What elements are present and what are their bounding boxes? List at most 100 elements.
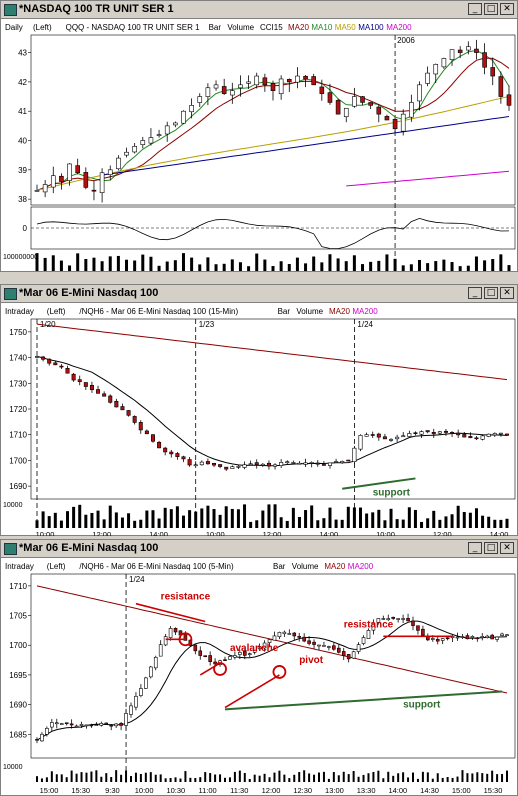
- candle-body: [208, 655, 212, 662]
- volume-bar: [279, 261, 283, 271]
- candle-body: [485, 635, 490, 638]
- volume-bar: [362, 774, 365, 782]
- volume-bar: [377, 770, 380, 782]
- candle-body: [297, 462, 302, 465]
- close-button[interactable]: ✕: [500, 287, 514, 299]
- volume-bar: [268, 777, 271, 782]
- y-tick-label: 1690: [9, 701, 27, 710]
- candle-body: [246, 81, 251, 84]
- close-button[interactable]: ✕: [500, 3, 514, 15]
- header-label: MA50: [335, 23, 356, 32]
- window-titlebar[interactable]: *NASDAQ 100 TR UNIT SER 1 _ □ ✕: [1, 1, 517, 19]
- candle-body: [425, 430, 430, 433]
- volume-bar: [59, 260, 63, 271]
- volume-bar: [487, 516, 491, 528]
- window-titlebar[interactable]: *Mar 06 E-Mini Nasdaq 100 _ □ ✕: [1, 540, 517, 558]
- volume-bar: [283, 774, 286, 782]
- candle-body: [437, 431, 442, 434]
- volume-bar: [322, 518, 326, 528]
- volume-bar: [78, 504, 82, 528]
- volume-bar: [417, 259, 421, 271]
- volume-bar: [35, 520, 39, 528]
- header-label: Volume: [227, 23, 254, 32]
- candle-body: [218, 464, 223, 467]
- candle-body: [352, 96, 357, 107]
- candle-body: [205, 461, 210, 465]
- price-pane-frame: [30, 318, 516, 500]
- candle-body: [495, 636, 499, 640]
- candle-body: [346, 459, 351, 462]
- volume-bar: [90, 771, 93, 782]
- volume-bar: [41, 511, 45, 528]
- volume-bar: [120, 774, 123, 782]
- volume-bar: [184, 771, 187, 782]
- volume-bar: [407, 777, 410, 782]
- candle-body: [435, 638, 440, 642]
- header-label: Intraday: [5, 562, 34, 571]
- header-label: MA200: [348, 562, 374, 571]
- volume-bar: [466, 773, 469, 782]
- volume-bar: [189, 777, 192, 782]
- candle-body: [89, 384, 94, 391]
- candle-body: [242, 464, 247, 468]
- candle-body: [466, 46, 471, 51]
- y-tick-label: 1695: [9, 671, 27, 680]
- candle-body: [400, 113, 406, 132]
- candle-body: [381, 618, 386, 620]
- minimize-button[interactable]: _: [468, 287, 482, 299]
- volume-bar: [377, 509, 381, 528]
- volume-bar: [328, 254, 332, 271]
- candle-body: [45, 728, 49, 735]
- volume-bar: [47, 516, 51, 528]
- volume-bar: [60, 774, 63, 782]
- support-label: support: [373, 487, 411, 498]
- volume-bar: [298, 772, 301, 782]
- window-title: *NASDAQ 100 TR UNIT SER 1: [19, 3, 174, 15]
- chart-window-icon: [4, 288, 17, 300]
- volume-bar: [159, 774, 162, 782]
- volume-bar: [372, 772, 375, 782]
- window-titlebar[interactable]: *Mar 06 E-Mini Nasdaq 100 _ □ ✕: [1, 285, 517, 303]
- volume-bar: [336, 258, 340, 271]
- candle-body: [163, 636, 168, 646]
- candle-body: [413, 432, 418, 435]
- volume-bar: [194, 778, 197, 782]
- maximize-button[interactable]: □: [484, 3, 498, 15]
- avalanche-line: [199, 662, 221, 676]
- maximize-button[interactable]: □: [484, 287, 498, 299]
- y-tick-label: 1750: [9, 328, 27, 337]
- minimize-button[interactable]: _: [468, 542, 482, 554]
- candle-body: [164, 125, 170, 135]
- volume-bar: [426, 518, 430, 528]
- volume-bar: [327, 778, 330, 782]
- y-tick-label: 1685: [9, 730, 27, 739]
- minimize-button[interactable]: _: [468, 3, 482, 15]
- candle-body: [421, 628, 425, 636]
- date-label: 1/24: [129, 575, 145, 584]
- chart-window-icon: [4, 543, 17, 555]
- volume-bar: [506, 770, 508, 782]
- candle-body: [266, 462, 271, 467]
- volume-bar: [438, 519, 442, 528]
- volume-bar: [261, 510, 265, 528]
- maximize-button[interactable]: □: [484, 542, 498, 554]
- candle-body: [270, 83, 276, 91]
- volume-bar: [392, 775, 395, 782]
- resistance-label: resistance: [344, 619, 394, 630]
- x-tick-label: 10:30: [166, 786, 185, 795]
- candle-body: [77, 379, 82, 382]
- volume-bar: [179, 778, 182, 782]
- close-button[interactable]: ✕: [500, 542, 514, 554]
- volume-bar: [295, 257, 299, 271]
- candle-body: [311, 76, 316, 86]
- volume-bar: [204, 772, 207, 782]
- volume-bar: [80, 772, 83, 782]
- volume-bar: [165, 261, 169, 271]
- volume-bar: [402, 772, 405, 782]
- candle-body: [279, 462, 284, 466]
- candle-body: [392, 118, 398, 130]
- x-tick-label: 11:00: [198, 786, 216, 795]
- candle-body: [228, 656, 232, 660]
- candle-body: [75, 165, 80, 174]
- y-tick-label: 38: [18, 195, 27, 204]
